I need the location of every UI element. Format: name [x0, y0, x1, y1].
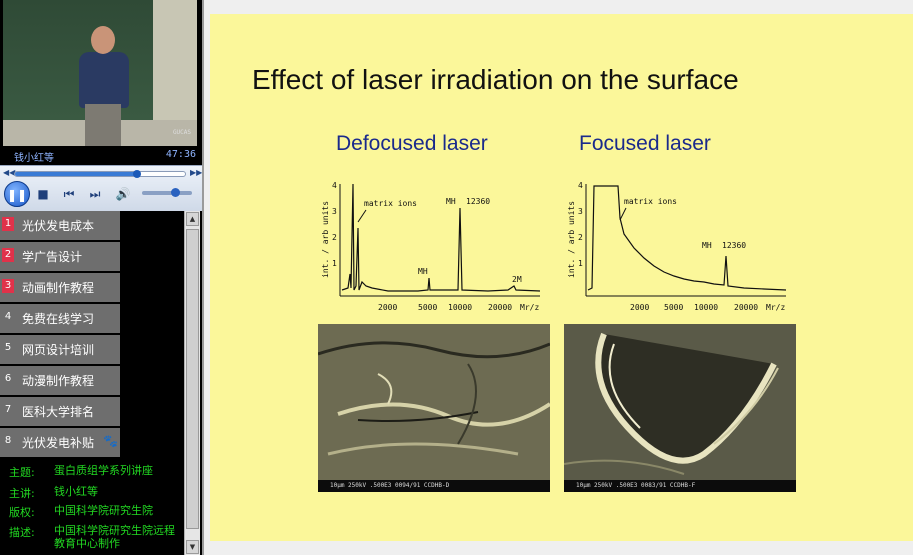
x-axis-label: Mr/z — [520, 303, 539, 312]
focused-spectrum: int. / arb units 4 3 2 1 matrix ions MH … — [554, 178, 794, 318]
x-tick: 5000 — [418, 303, 437, 312]
playlist-item-number: 8 — [4, 435, 12, 446]
mh-label: MH — [446, 197, 456, 206]
scroll-up-icon[interactable]: ▲ — [186, 212, 199, 226]
x-axis-label: Mr/z — [766, 303, 785, 312]
playlist: 1 光伏发电成本 2 学广告设计 3 动画制作教程 4 免费在线学习 5 网页设计培训 6 动漫制作教… — [0, 211, 183, 459]
playlist-item[interactable]: 1 光伏发电成本 — [0, 211, 120, 240]
seek-progress — [15, 172, 138, 176]
presenter-head — [91, 26, 115, 54]
stop-button[interactable]: ■ — [37, 187, 49, 201]
x-tick: 20000 — [734, 303, 758, 312]
playlist-item-number: 7 — [4, 404, 12, 415]
y-tick: 2 — [578, 233, 583, 242]
volume-icon[interactable]: 🔊 — [115, 187, 131, 201]
pause-button[interactable]: ❚❚ — [4, 181, 30, 207]
playlist-item[interactable]: 8 光伏发电补贴 🐾 — [0, 428, 120, 457]
playlist-item-label: 动画制作教程 — [22, 281, 95, 295]
scroll-thumb[interactable] — [186, 229, 199, 529]
y-tick: 1 — [578, 259, 583, 268]
playlist-item-label: 光伏发电补贴 — [22, 436, 95, 450]
x-tick: 10000 — [694, 303, 718, 312]
playlist-item-label: 动漫制作教程 — [22, 374, 95, 388]
video-feed[interactable]: GUCAS — [3, 0, 197, 146]
x-tick: 5000 — [664, 303, 683, 312]
playlist-item[interactable]: 3 动画制作教程 — [0, 273, 120, 302]
playlist-item[interactable]: 4 免费在线学习 — [0, 304, 120, 333]
2m-label: 2M — [512, 275, 522, 284]
paw-icon: 🐾 — [103, 434, 118, 448]
presenter-caption: 钱小红等 — [14, 153, 54, 164]
playlist-item-label: 免费在线学习 — [22, 312, 95, 326]
x-tick: 10000 — [448, 303, 472, 312]
seek-knob[interactable] — [133, 170, 142, 178]
volume-slider[interactable] — [142, 188, 192, 197]
mh-value-label: 12360 — [466, 197, 490, 206]
lecture-info: 主题: 蛋白质组学系列讲座 主讲: 钱小红等 版权: 中国科学院研究生院 描述:… — [0, 459, 183, 555]
slide-title: Effect of laser irradiation on the surfa… — [252, 64, 739, 95]
y-tick: 4 — [332, 181, 337, 190]
slide: Effect of laser irradiation on the surfa… — [210, 14, 913, 541]
sem-image-defocused: 10µm 250kV .500E3 0094/91 CCDHB-D — [318, 324, 550, 492]
playlist-item-number: 5 — [4, 342, 12, 353]
mh-label: MH — [702, 241, 712, 250]
playlist-item[interactable]: 5 网页设计培训 — [0, 335, 120, 364]
matrix-ions-label: matrix ions — [624, 197, 677, 206]
x-tick: 2000 — [378, 303, 397, 312]
y-tick: 3 — [332, 207, 337, 216]
camera-watermark: GUCAS — [172, 129, 191, 136]
mh2-label: MH — [418, 267, 428, 276]
player-controls: ◀◀ ▶▶ ❚❚ ■ ⏮ ⏭ 🔊 — [0, 165, 202, 211]
forward-small-icon[interactable]: ▶▶ — [190, 168, 203, 177]
matrix-ions-label: matrix ions — [364, 199, 417, 208]
playlist-item[interactable]: 6 动漫制作教程 — [0, 366, 120, 395]
playlist-item-number: 1 — [2, 217, 14, 231]
player-titlebar: 钱小红等 47:36 — [0, 146, 202, 165]
playlist-item-number: 2 — [2, 248, 14, 262]
background-wall — [153, 0, 197, 120]
presenter-legs — [85, 104, 121, 146]
scroll-down-icon[interactable]: ▼ — [186, 540, 199, 554]
sem-caption-right: 10µm 250kV .500E3 0083/91 CCDHB-F — [564, 480, 796, 492]
player-panel: GUCAS 钱小红等 47:36 ◀◀ ▶▶ ❚❚ ■ ⏮ ⏭ 🔊 1 光伏发电成… — [0, 0, 202, 555]
mh-value-label: 12360 — [722, 241, 746, 250]
volume-knob[interactable] — [170, 188, 180, 197]
playlist-item[interactable]: 2 学广告设计 — [0, 242, 120, 271]
presenter-body — [79, 52, 129, 108]
y-tick: 2 — [332, 233, 337, 242]
playlist-item-label: 学广告设计 — [22, 250, 83, 264]
y-tick: 1 — [332, 259, 337, 268]
seek-bar[interactable] — [14, 170, 186, 178]
playlist-item-label: 医科大学排名 — [22, 405, 95, 419]
right-panel-title: Focused laser — [579, 132, 711, 155]
next-button[interactable]: ⏭ — [89, 187, 101, 201]
sem-image-focused: 10µm 250kV .500E3 0083/91 CCDHB-F — [564, 324, 796, 492]
playlist-item-number: 6 — [4, 373, 12, 384]
playlist-item-label: 光伏发电成本 — [22, 219, 95, 233]
y-axis-label: int. / arb units — [321, 201, 330, 278]
playlist-item-label: 网页设计培训 — [22, 343, 95, 357]
y-axis-label: int. / arb units — [567, 201, 576, 278]
sem-caption-left: 10µm 250kV .500E3 0094/91 CCDHB-D — [318, 480, 550, 492]
y-tick: 4 — [578, 181, 583, 190]
x-tick: 2000 — [630, 303, 649, 312]
left-panel-title: Defocused laser — [336, 132, 488, 155]
playlist-item-number: 3 — [2, 279, 14, 293]
elapsed-time: 47:36 — [165, 149, 196, 160]
slide-viewer: Effect of laser irradiation on the surfa… — [202, 0, 913, 555]
y-tick: 3 — [578, 207, 583, 216]
playlist-item[interactable]: 7 医科大学排名 — [0, 397, 120, 426]
defocused-spectrum: int. / arb units 4 3 2 1 matrix ions MH … — [308, 178, 548, 318]
playlist-item-number: 4 — [4, 311, 12, 322]
playlist-scrollbar[interactable]: ▲ ▼ — [184, 211, 200, 555]
x-tick: 20000 — [488, 303, 512, 312]
previous-button[interactable]: ⏮ — [63, 187, 75, 201]
rewind-small-icon[interactable]: ◀◀ — [3, 168, 16, 177]
